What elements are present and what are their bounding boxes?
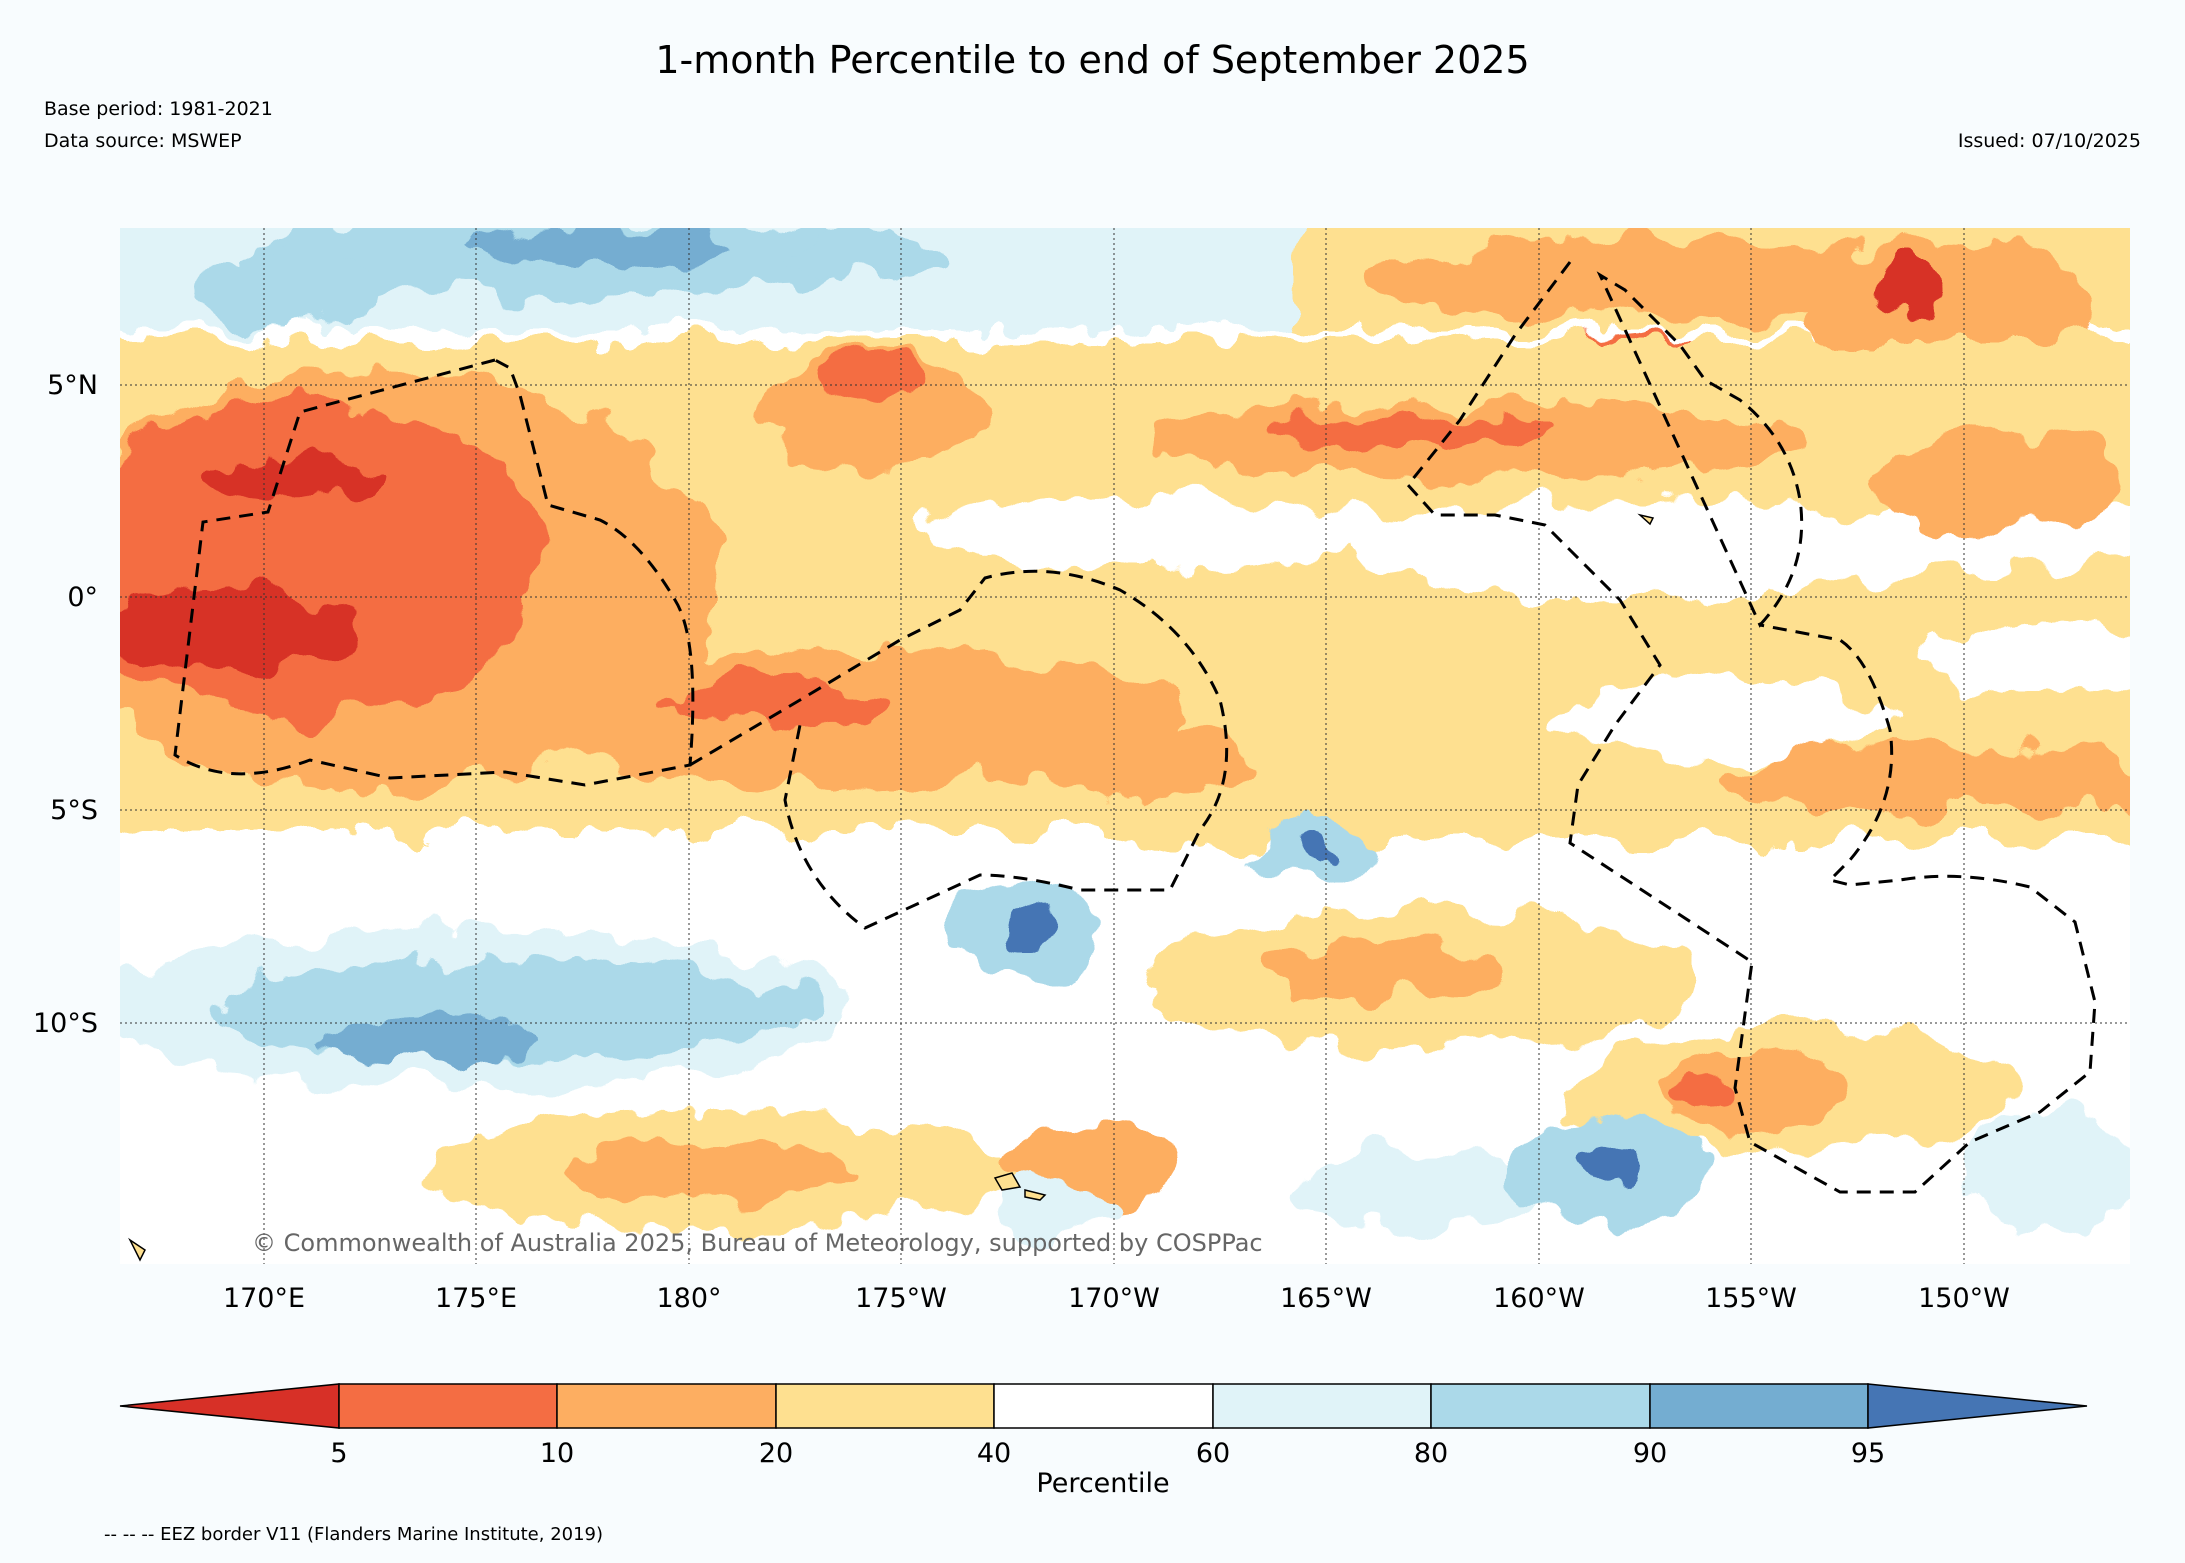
- blob-nw-blue: [200, 250, 380, 330]
- blob-ne-red: [1880, 260, 1940, 320]
- lon-axis: 170°E 175°E 180° 175°W 170°W 165°W 160°W…: [223, 1283, 2010, 1314]
- patch-white-2: [1350, 500, 1950, 600]
- percentile-field: © Commonwealth of Australia 2025, Bureau…: [120, 228, 2130, 1264]
- stripe-red-orange-south: [670, 675, 890, 725]
- blob-se-light-blue: [1960, 1110, 2130, 1230]
- lat-label: 5°N: [47, 370, 98, 401]
- colorbar: 5 10 20 40 60 80 90 95 Percentile: [119, 1383, 2088, 1499]
- colorbar-swatch: [1430, 1383, 1651, 1429]
- mass-west-red-orange: [120, 400, 540, 720]
- lat-label: 5°S: [50, 795, 98, 826]
- stripe-red-orange-upper: [1270, 412, 1550, 448]
- lat-label: 10°S: [33, 1008, 98, 1039]
- base-period: Base period: 1981-2021: [44, 98, 273, 120]
- lon-label: 150°W: [1918, 1283, 2010, 1314]
- colorbar-swatch: [556, 1383, 777, 1429]
- colorbar-swatch: [338, 1383, 558, 1429]
- colorbar-tick: 5: [330, 1438, 347, 1469]
- issued-date: Issued: 07/10/2025: [1957, 130, 2141, 152]
- blob-orange-north: [760, 355, 980, 465]
- lon-label: 180°: [656, 1283, 721, 1314]
- lon-label: 165°W: [1280, 1283, 1372, 1314]
- colorbar-swatch: [1212, 1383, 1432, 1429]
- colorbar-title: Percentile: [1036, 1468, 1169, 1499]
- colorbar-swatch: [1649, 1383, 1869, 1429]
- colorbar-swatch: [119, 1383, 340, 1429]
- stripe-orange-south: [520, 650, 1180, 790]
- blob-orange-center: [1030, 725, 1270, 795]
- mass-west-red-2: [210, 453, 390, 497]
- patch-white-1: [920, 495, 1380, 565]
- copyright-watermark: © Commonwealth of Australia 2025, Bureau…: [252, 1229, 1263, 1257]
- lat-label: 0°: [67, 582, 98, 613]
- region-south-orange: [1260, 940, 1500, 1000]
- colorbar-tick: 90: [1633, 1438, 1667, 1469]
- colorbar-tick: 40: [977, 1438, 1011, 1469]
- colorbar-tick: 60: [1196, 1438, 1230, 1469]
- blob-ne-orange: [1350, 240, 1950, 320]
- region-se-red-orange: [1670, 1080, 1730, 1110]
- region-sw-mid-blue: [320, 1015, 540, 1065]
- chart-title: 1-month Percentile to end of September 2…: [655, 38, 1530, 82]
- colorbar-swatch: [1867, 1383, 2088, 1429]
- lat-axis: 5°N 0° 5°S 10°S: [33, 370, 98, 1039]
- data-source: Data source: MSWEP: [44, 130, 242, 152]
- region-se-orange: [1660, 1050, 1840, 1130]
- eez-footnote: -- -- -- EEZ border V11 (Flanders Marine…: [104, 1524, 604, 1545]
- colorbar-swatch: [775, 1383, 995, 1429]
- lon-label: 170°W: [1068, 1283, 1160, 1314]
- blob-bottom-light-blue: [1300, 1150, 1560, 1230]
- colorbar-tick: 20: [759, 1438, 793, 1469]
- lon-label: 155°W: [1705, 1283, 1797, 1314]
- colorbar-swatch: [993, 1383, 1214, 1429]
- band-bottom-orange: [570, 1142, 870, 1198]
- islands: [128, 513, 1655, 1262]
- eez-borders: [173, 261, 2097, 1194]
- blob-south-dark-blue: [1002, 903, 1058, 947]
- blob-orange-east: [1870, 430, 2130, 530]
- blob-north-mid-blue: [470, 228, 730, 267]
- mass-west-red: [120, 590, 360, 670]
- lon-label: 160°W: [1493, 1283, 1585, 1314]
- colorbar-tick: 10: [540, 1438, 574, 1469]
- gridlines: [120, 228, 2130, 1264]
- stripe-orange-east: [1720, 745, 2130, 815]
- patch-white-4: [1550, 680, 1890, 760]
- colorbar-tick: 95: [1851, 1438, 1885, 1469]
- blob-center-dark-blue: [1296, 837, 1324, 863]
- blob-bottom-light-blue-2: [990, 1175, 1110, 1235]
- blob-red-orange-north: [820, 360, 920, 400]
- lon-label: 170°E: [223, 1283, 305, 1314]
- lon-label: 175°E: [435, 1283, 517, 1314]
- blob-bottom-dark-blue: [1580, 1147, 1640, 1183]
- lon-label: 175°W: [855, 1283, 947, 1314]
- blob-north-blue-2: [790, 230, 950, 280]
- colorbar-tick: 80: [1414, 1438, 1448, 1469]
- patch-white-5: [1930, 630, 2130, 690]
